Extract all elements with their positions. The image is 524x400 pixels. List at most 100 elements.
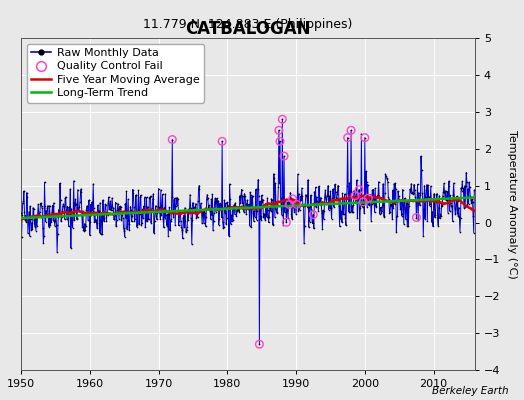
Point: [115, 203, 124, 210]
Point: [253, 217, 261, 223]
Point: [95, 230, 104, 236]
Point: [445, 208, 454, 214]
Point: [431, 214, 439, 220]
Point: [168, 136, 177, 143]
Point: [292, 211, 300, 217]
Point: [18, 212, 26, 218]
Point: [469, 213, 477, 220]
Point: [247, 192, 255, 198]
Point: [366, 195, 374, 202]
Point: [125, 221, 133, 227]
Point: [440, 180, 448, 186]
Point: [364, 181, 372, 188]
Point: [449, 218, 457, 224]
Point: [178, 226, 186, 233]
Point: [380, 214, 388, 220]
Point: [43, 205, 51, 211]
Point: [100, 215, 108, 221]
Point: [200, 207, 209, 213]
Point: [415, 197, 423, 204]
Point: [269, 222, 277, 228]
Point: [421, 216, 429, 222]
Point: [377, 210, 386, 216]
Point: [54, 206, 63, 213]
Point: [61, 195, 69, 202]
Point: [330, 194, 339, 200]
Point: [32, 228, 40, 234]
Point: [140, 208, 148, 214]
Point: [278, 116, 287, 122]
Point: [322, 200, 331, 207]
Point: [231, 211, 239, 218]
Point: [428, 208, 436, 215]
Point: [322, 196, 330, 202]
Point: [128, 213, 136, 220]
Point: [316, 197, 324, 203]
Point: [361, 134, 369, 141]
Point: [193, 211, 201, 217]
Point: [73, 215, 81, 222]
Point: [384, 178, 392, 185]
Point: [77, 186, 85, 192]
Point: [71, 201, 79, 208]
Point: [205, 202, 213, 209]
Point: [87, 201, 95, 208]
Point: [426, 201, 434, 207]
Point: [354, 196, 362, 202]
Point: [292, 201, 301, 208]
Point: [141, 216, 150, 223]
Point: [299, 202, 307, 209]
Point: [218, 138, 226, 144]
Point: [35, 212, 43, 218]
Point: [284, 215, 292, 222]
Point: [268, 221, 277, 227]
Point: [122, 214, 130, 221]
Point: [339, 211, 347, 218]
Point: [231, 200, 239, 206]
Point: [218, 138, 226, 144]
Point: [213, 195, 221, 202]
Point: [386, 209, 394, 216]
Point: [316, 194, 325, 201]
Point: [327, 205, 335, 211]
Point: [314, 199, 322, 206]
Point: [206, 206, 214, 212]
Point: [25, 208, 33, 215]
Point: [96, 231, 105, 237]
Point: [433, 215, 442, 221]
Point: [271, 180, 280, 186]
Point: [432, 199, 440, 206]
Point: [312, 194, 321, 200]
Point: [242, 211, 250, 218]
Point: [318, 226, 326, 232]
Point: [223, 199, 232, 205]
Point: [32, 215, 41, 221]
Point: [259, 196, 267, 203]
Point: [205, 208, 214, 214]
Point: [354, 200, 363, 206]
Point: [298, 193, 307, 200]
Point: [83, 203, 92, 210]
Point: [389, 187, 397, 193]
Point: [412, 197, 420, 203]
Point: [379, 180, 387, 187]
Point: [257, 216, 265, 223]
Point: [204, 204, 213, 210]
Point: [344, 190, 353, 197]
Point: [279, 202, 287, 209]
Point: [126, 210, 134, 216]
Point: [208, 212, 216, 218]
Point: [106, 198, 115, 204]
Point: [115, 216, 123, 222]
Point: [101, 210, 109, 217]
Point: [382, 173, 390, 179]
Point: [123, 216, 132, 223]
Point: [387, 202, 396, 208]
Point: [66, 211, 74, 218]
Point: [450, 180, 458, 186]
Point: [303, 204, 312, 211]
Point: [147, 207, 156, 214]
Point: [417, 153, 425, 160]
Point: [324, 206, 333, 213]
Point: [443, 188, 452, 195]
